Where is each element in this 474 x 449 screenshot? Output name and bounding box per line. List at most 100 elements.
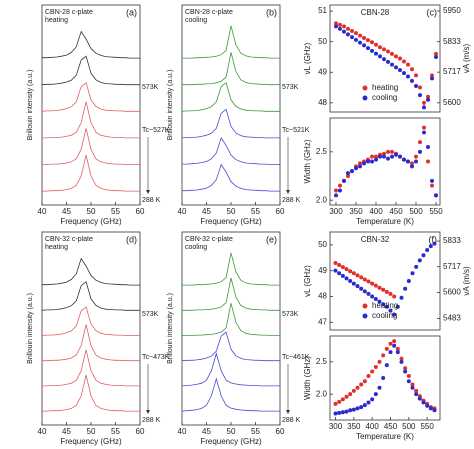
data-point bbox=[432, 408, 437, 413]
data-point bbox=[381, 376, 386, 380]
data-point bbox=[358, 33, 362, 38]
data-point bbox=[373, 392, 378, 397]
data-point bbox=[392, 343, 397, 348]
y-tick-label: 48 bbox=[318, 292, 327, 301]
data-point bbox=[410, 161, 414, 166]
data-point bbox=[342, 29, 346, 34]
data-point bbox=[421, 400, 426, 405]
x-tick-label: 55 bbox=[111, 427, 120, 436]
data-point bbox=[355, 284, 360, 289]
data-point bbox=[402, 71, 406, 76]
data-point bbox=[430, 183, 434, 188]
panel-title: CBN-32 c-plate bbox=[45, 236, 93, 243]
data-point bbox=[370, 294, 375, 299]
annotation: Tc~461K bbox=[282, 354, 310, 361]
data-point bbox=[348, 408, 353, 413]
y-tick-label: 2.5 bbox=[316, 147, 328, 156]
legend-label: heating bbox=[372, 301, 398, 310]
data-point bbox=[428, 244, 433, 249]
panel-label: (e) bbox=[266, 234, 277, 244]
data-point bbox=[382, 47, 386, 52]
y-tick-label: 49 bbox=[318, 67, 327, 76]
spectrum bbox=[182, 252, 280, 286]
data-point bbox=[382, 57, 386, 62]
data-point bbox=[334, 24, 338, 29]
data-point bbox=[362, 277, 367, 282]
data-point bbox=[406, 74, 410, 79]
data-point bbox=[374, 154, 378, 159]
data-point bbox=[384, 363, 389, 368]
data-point bbox=[351, 271, 356, 276]
data-point bbox=[346, 171, 350, 176]
data-point bbox=[417, 396, 422, 401]
data-point bbox=[373, 283, 378, 288]
data-point bbox=[406, 374, 411, 379]
data-point bbox=[426, 145, 430, 149]
data-point bbox=[338, 183, 342, 188]
spectrum bbox=[41, 55, 140, 86]
data-point bbox=[366, 279, 371, 284]
data-point bbox=[334, 188, 338, 193]
y2-tick-label: 5833 bbox=[443, 37, 461, 46]
panel-title: CBN-28 c-plate bbox=[45, 9, 93, 16]
y-tick-label: 2.0 bbox=[316, 195, 328, 204]
panel-label: (b) bbox=[266, 7, 277, 17]
plot-frame bbox=[329, 4, 441, 113]
x-tick-label: 350 bbox=[349, 207, 363, 216]
data-point bbox=[366, 400, 371, 405]
x-tick-label: 45 bbox=[62, 207, 71, 216]
data-point bbox=[395, 350, 400, 355]
y-axis-label: Brillouin intensity (a.u.) bbox=[27, 70, 34, 141]
y-tick-label: 50 bbox=[318, 240, 327, 249]
annotation: Tc~473K bbox=[142, 354, 170, 361]
data-point bbox=[374, 51, 378, 56]
x-tick-label: 60 bbox=[276, 427, 285, 436]
x-tick-label: 40 bbox=[178, 207, 187, 216]
data-point bbox=[378, 154, 382, 159]
data-point bbox=[410, 385, 415, 390]
data-point bbox=[403, 366, 408, 371]
data-point bbox=[434, 193, 438, 198]
data-point bbox=[406, 379, 411, 384]
data-point bbox=[354, 31, 358, 36]
data-point bbox=[422, 105, 426, 110]
data-point bbox=[398, 56, 402, 61]
x-tick-label: 40 bbox=[178, 427, 187, 436]
data-point bbox=[402, 157, 406, 162]
data-point bbox=[333, 411, 338, 416]
panel-title: CBN-32 c-plate bbox=[185, 236, 233, 243]
data-point bbox=[406, 62, 410, 67]
spectrum bbox=[182, 52, 280, 86]
data-point bbox=[410, 78, 414, 83]
data-point bbox=[378, 54, 382, 59]
data-point bbox=[414, 392, 419, 397]
data-point bbox=[351, 407, 356, 412]
data-point bbox=[386, 49, 390, 54]
data-point bbox=[370, 48, 374, 53]
data-point bbox=[386, 149, 390, 154]
data-point bbox=[370, 40, 374, 45]
x-tick-label: 45 bbox=[202, 427, 211, 436]
y2-tick-label: 5600 bbox=[443, 288, 461, 297]
data-point bbox=[434, 54, 438, 59]
spectrum bbox=[182, 136, 280, 165]
x-tick-label: 55 bbox=[251, 207, 260, 216]
data-point bbox=[340, 265, 345, 270]
annotation: 288 K bbox=[142, 197, 161, 204]
panel-subtitle: heating bbox=[45, 17, 68, 24]
spectrum bbox=[182, 303, 280, 336]
panel-title: CBN-28 bbox=[361, 8, 390, 17]
data-point bbox=[410, 67, 414, 72]
panel-label: (a) bbox=[126, 7, 137, 17]
data-point bbox=[370, 154, 374, 159]
data-point bbox=[382, 151, 386, 156]
data-point bbox=[337, 399, 342, 404]
data-point bbox=[388, 341, 393, 346]
panel-subtitle: cooling bbox=[185, 17, 207, 24]
data-point bbox=[398, 154, 402, 159]
data-point bbox=[395, 346, 400, 351]
y-axis-label: Brillouin intensity (a.u.) bbox=[27, 293, 34, 364]
data-point bbox=[342, 178, 346, 183]
data-point bbox=[337, 271, 342, 276]
